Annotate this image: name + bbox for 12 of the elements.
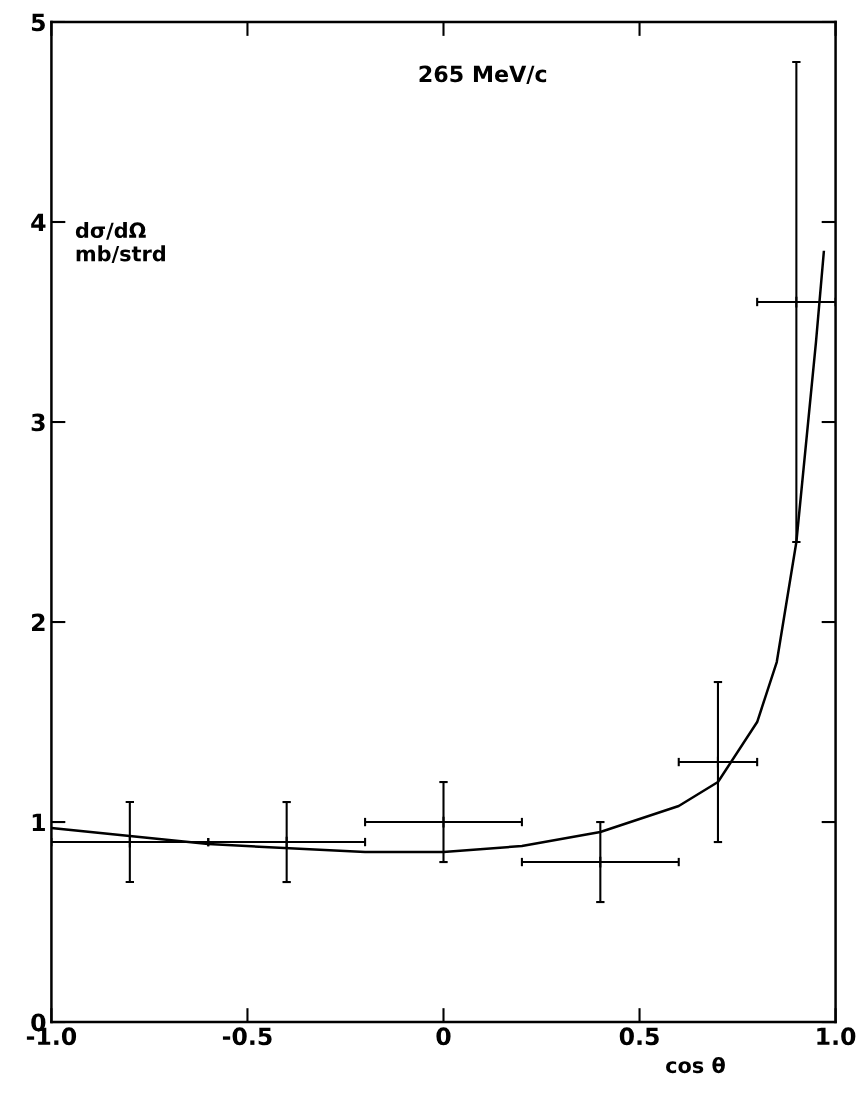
x-tick-label: 0.5 [619,1027,659,1046]
y-tick-label: 2 [32,613,45,631]
y-tick-label: 1 [32,813,45,832]
y-tick-label: 3 [31,413,45,432]
y-tick-label: 4 [31,213,46,231]
x-tick-label: 0 [436,1027,451,1046]
y-tick-label: 5 [31,13,45,32]
y-axis-title: dσ/dΩ mb/strd [75,222,165,264]
annotation: 265 MeV/c [419,65,547,85]
x-tick-label: -0.5 [222,1027,272,1046]
x-axis-title: cos θ [666,1056,725,1074]
x-tick-label: 1.0 [817,1027,856,1046]
